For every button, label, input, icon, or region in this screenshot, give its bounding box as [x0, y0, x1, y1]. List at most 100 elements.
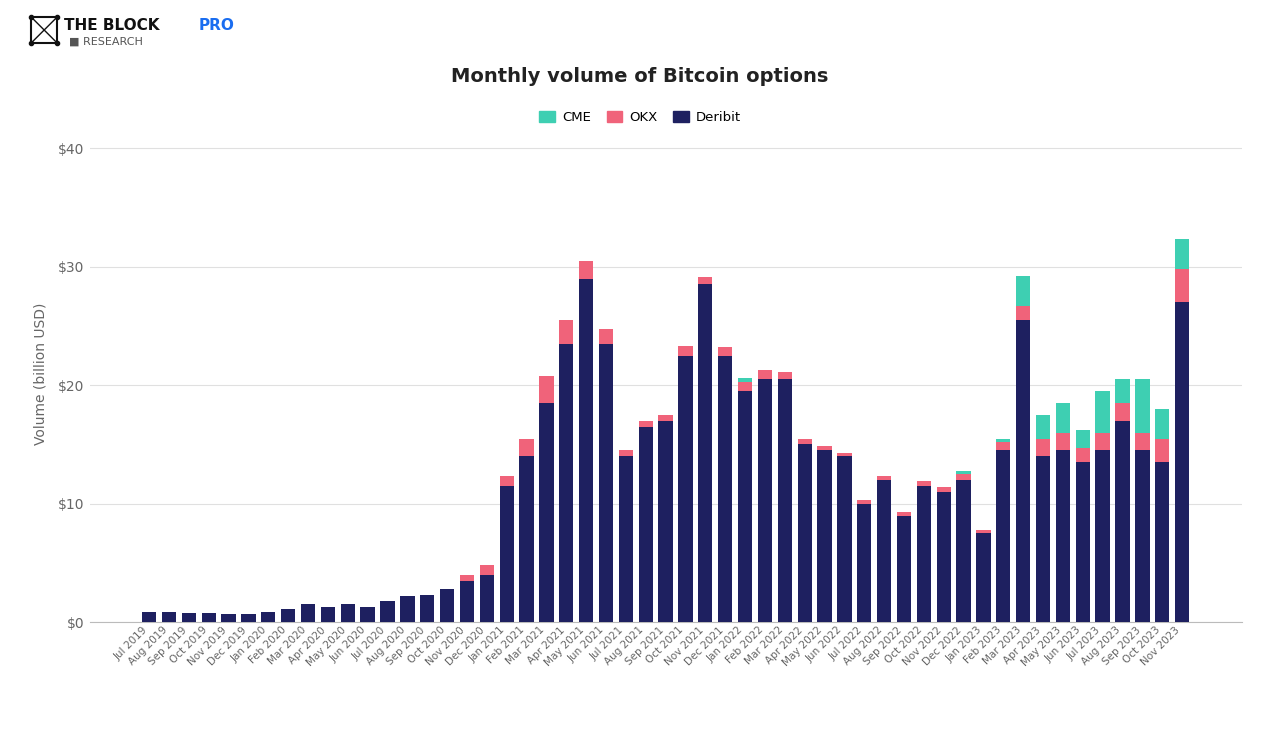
Bar [718, 356, 732, 622]
Bar [559, 344, 573, 622]
Bar [996, 442, 1010, 450]
Bar [778, 372, 792, 379]
Text: Monthly volume of Bitcoin options: Monthly volume of Bitcoin options [452, 67, 828, 86]
Bar [877, 480, 891, 622]
Bar [837, 456, 851, 622]
Bar [261, 611, 275, 622]
Bar [956, 480, 970, 622]
Bar [161, 612, 177, 622]
Bar [956, 471, 970, 474]
Bar [897, 512, 911, 515]
Bar [559, 320, 573, 344]
Bar [1175, 302, 1189, 622]
Bar [401, 596, 415, 622]
Bar [639, 427, 653, 622]
Bar [361, 607, 375, 622]
Bar [242, 614, 256, 622]
Bar [658, 415, 673, 421]
Bar [340, 605, 355, 622]
Bar [897, 515, 911, 622]
Bar [301, 605, 315, 622]
Bar [221, 614, 236, 622]
Bar [1096, 450, 1110, 622]
Bar [778, 379, 792, 622]
Bar [1155, 438, 1170, 462]
Bar [877, 477, 891, 480]
Bar [937, 487, 951, 492]
Bar [520, 456, 534, 622]
Bar [737, 391, 753, 622]
Bar [1135, 433, 1149, 450]
Bar [1016, 320, 1030, 622]
Bar [1056, 450, 1070, 622]
Bar [420, 595, 434, 622]
Bar [618, 450, 634, 456]
Bar [579, 278, 594, 622]
Bar [480, 565, 494, 575]
Bar [460, 580, 474, 622]
Bar [758, 370, 772, 379]
Bar [737, 381, 753, 391]
Bar [678, 356, 692, 622]
Bar [599, 344, 613, 622]
Bar [1075, 462, 1089, 622]
Bar [718, 347, 732, 356]
Text: ■ RESEARCH: ■ RESEARCH [69, 37, 143, 47]
Text: PRO: PRO [198, 18, 234, 33]
Bar [618, 456, 634, 622]
Bar [460, 575, 474, 580]
Bar [1075, 430, 1089, 448]
Bar [1036, 438, 1050, 456]
Bar [380, 601, 394, 622]
Bar [996, 450, 1010, 622]
Bar [1096, 433, 1110, 450]
Bar [142, 611, 156, 622]
Bar [937, 492, 951, 622]
Bar [599, 329, 613, 344]
Bar [1115, 379, 1130, 403]
Bar [956, 474, 970, 480]
Bar [916, 486, 931, 622]
Bar [996, 438, 1010, 442]
Bar [321, 607, 335, 622]
Bar [737, 378, 753, 381]
Bar [1135, 450, 1149, 622]
Bar [977, 534, 991, 622]
Bar [1016, 276, 1030, 306]
Bar [698, 277, 713, 285]
Bar [1155, 409, 1170, 438]
Bar [1175, 239, 1189, 269]
Bar [539, 376, 553, 403]
Bar [639, 421, 653, 427]
Bar [1135, 379, 1149, 433]
Bar [440, 589, 454, 622]
Bar [916, 481, 931, 486]
Bar [797, 438, 812, 444]
Bar [797, 444, 812, 622]
Bar [201, 613, 216, 622]
Bar [818, 446, 832, 450]
Bar [182, 613, 196, 622]
Bar [858, 504, 872, 622]
Legend: CME, OKX, Deribit: CME, OKX, Deribit [534, 105, 746, 129]
Bar [1016, 306, 1030, 320]
Bar [858, 500, 872, 504]
Bar [1075, 448, 1089, 462]
Bar [499, 486, 513, 622]
Bar [698, 285, 713, 622]
Bar [282, 609, 296, 622]
Bar [977, 530, 991, 534]
Bar [658, 421, 673, 622]
Bar [1096, 391, 1110, 433]
Bar [499, 477, 513, 486]
Bar [539, 403, 553, 622]
Bar [1056, 433, 1070, 450]
Bar [579, 261, 594, 278]
Bar [480, 575, 494, 622]
Bar [1036, 415, 1050, 438]
Bar [837, 452, 851, 456]
Bar [520, 438, 534, 456]
Bar [818, 450, 832, 622]
Y-axis label: Volume (billion USD): Volume (billion USD) [33, 302, 47, 444]
Bar [1175, 269, 1189, 302]
